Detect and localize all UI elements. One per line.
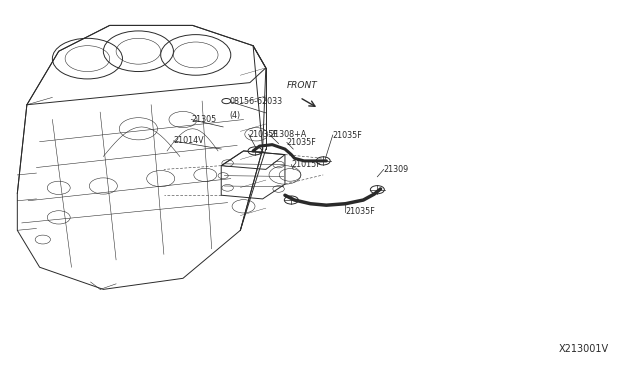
Text: (4): (4) [230,111,241,121]
Text: FRONT: FRONT [287,81,317,90]
Text: 21015F: 21015F [291,160,321,169]
Text: 21305: 21305 [191,115,216,124]
Text: 21309: 21309 [384,165,409,174]
Text: 21308+A: 21308+A [269,130,307,139]
Text: 21014V: 21014V [173,137,204,145]
Text: 21035F: 21035F [287,138,317,147]
Text: 21035F: 21035F [346,207,375,217]
Text: X213001V: X213001V [559,344,609,354]
Text: 21035F: 21035F [333,131,362,140]
Text: 21035F: 21035F [248,130,278,139]
Text: 08156-62033: 08156-62033 [230,97,283,106]
